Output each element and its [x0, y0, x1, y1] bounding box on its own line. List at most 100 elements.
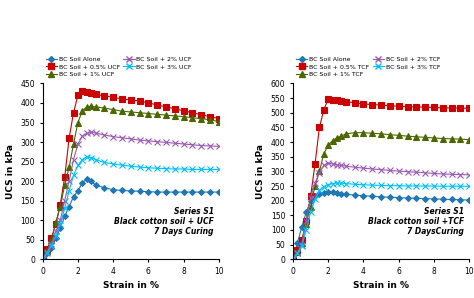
BC Soil + 3% UCF [75, 164, 81, 167]
BC Soil Alone [303, 211, 309, 214]
BC Soil Alone [88, 179, 94, 183]
BC Soil Alone [466, 198, 472, 202]
BC Soil Alone [44, 252, 50, 255]
BC Soil + 3% TCF [361, 183, 366, 187]
BC Soil + 3% TCF [321, 185, 327, 188]
BC Soil Alone [294, 241, 300, 245]
BC Soil + 2% TCF [294, 251, 300, 254]
BC Soil Alone [190, 190, 195, 194]
BC Soil + 2% TCF [361, 166, 366, 170]
BC Soil Alone [396, 196, 401, 200]
BC Soil + 3% TCF [352, 182, 357, 186]
BC Soil + 3% TCF [338, 181, 344, 185]
BC Soil + 3% UCF [146, 166, 151, 170]
BC Soil + 0.5% UCF [88, 91, 94, 95]
BC Soil + 0.5% TCF [290, 257, 296, 261]
BC Soil + 0.5% TCF [294, 249, 300, 252]
BC Soil Alone [317, 193, 322, 196]
BC Soil + 2% TCF [457, 173, 463, 176]
BC Soil + 2% TCF [325, 161, 331, 165]
BC Soil + 0.5% TCF [413, 105, 419, 109]
BC Soil + 3% UCF [163, 167, 169, 170]
BC Soil + 0.5% UCF [119, 97, 125, 101]
BC Soil + 0.5% UCF [199, 113, 204, 117]
BC Soil + 1% UCF [93, 105, 99, 109]
BC Soil + 1% TCF [330, 139, 336, 142]
BC Soil Alone [53, 236, 59, 240]
BC Soil + 0.5% TCF [396, 105, 401, 108]
BC Soil + 0.5% UCF [40, 257, 46, 261]
BC Soil + 1% UCF [88, 104, 94, 108]
BC Soil Alone [343, 193, 349, 196]
BC Soil + 0.5% TCF [440, 106, 446, 110]
BC Soil + 3% TCF [312, 197, 318, 201]
BC Soil Alone [119, 189, 125, 192]
BC Soil Alone [457, 198, 463, 201]
BC Soil + 0.5% TCF [334, 99, 340, 102]
BC Soil + 2% TCF [440, 172, 446, 176]
BC Soil + 3% TCF [343, 182, 349, 185]
BC Soil + 0.5% TCF [422, 105, 428, 109]
BC Soil Alone [110, 188, 116, 192]
BC Soil + 0.5% UCF [216, 117, 222, 120]
BC Soil Alone [101, 186, 107, 190]
BC Soil + 2% UCF [119, 136, 125, 139]
BC Soil + 1% UCF [57, 205, 63, 208]
BC Soil + 0.5% UCF [190, 111, 195, 114]
BC Soil + 1% UCF [199, 117, 204, 120]
BC Soil Alone [352, 193, 357, 197]
BC Soil + 2% UCF [172, 142, 178, 145]
BC Soil + 1% TCF [317, 170, 322, 173]
BC Soil Alone [330, 191, 336, 194]
BC Soil Alone [440, 197, 446, 201]
BC Soil + 1% TCF [396, 134, 401, 137]
BC Soil + 1% UCF [44, 250, 50, 253]
BC Soil + 2% UCF [128, 137, 134, 141]
BC Soil + 3% UCF [80, 158, 85, 162]
BC Soil + 2% UCF [84, 132, 90, 135]
Y-axis label: UCS in kPa: UCS in kPa [256, 144, 265, 199]
BC Soil + 0.5% UCF [62, 176, 67, 179]
BC Soil + 0.5% TCF [303, 219, 309, 223]
Line: BC Soil + 2% TCF: BC Soil + 2% TCF [290, 160, 472, 262]
BC Soil + 0.5% TCF [361, 102, 366, 106]
BC Soil Alone [338, 192, 344, 195]
BC Soil + 3% TCF [308, 211, 313, 214]
BC Soil Alone [155, 190, 160, 194]
BC Soil + 2% TCF [334, 163, 340, 167]
BC Soil + 1% UCF [119, 109, 125, 113]
BC Soil + 0.5% TCF [338, 99, 344, 103]
Text: Series S1
Black cotton soil +TCF
7 DaysCuring: Series S1 Black cotton soil +TCF 7 DaysC… [368, 207, 464, 236]
BC Soil + 3% UCF [66, 189, 72, 193]
BC Soil Alone [84, 177, 90, 181]
BC Soil + 1% TCF [457, 137, 463, 141]
BC Soil Alone [405, 196, 410, 200]
Line: BC Soil + 0.5% UCF: BC Soil + 0.5% UCF [40, 89, 222, 262]
BC Soil Alone [422, 197, 428, 200]
BC Soil + 2% UCF [62, 199, 67, 202]
BC Soil Alone [299, 225, 305, 229]
BC Soil + 3% TCF [317, 189, 322, 192]
BC Soil + 1% UCF [75, 121, 81, 124]
BC Soil + 0.5% UCF [163, 105, 169, 109]
BC Soil + 3% UCF [207, 167, 213, 171]
BC Soil + 0.5% UCF [137, 99, 143, 103]
BC Soil + 2% TCF [308, 196, 313, 200]
BC Soil + 3% TCF [457, 184, 463, 188]
BC Soil + 3% UCF [128, 164, 134, 168]
BC Soil + 1% UCF [53, 220, 59, 224]
BC Soil + 3% UCF [44, 252, 50, 255]
BC Soil + 1% UCF [110, 108, 116, 111]
BC Soil + 1% UCF [128, 110, 134, 114]
BC Soil + 1% UCF [49, 238, 55, 241]
BC Soil + 1% TCF [369, 131, 375, 135]
BC Soil + 2% TCF [369, 167, 375, 171]
Line: BC Soil Alone: BC Soil Alone [291, 190, 471, 261]
BC Soil + 1% UCF [71, 142, 76, 146]
BC Soil Alone [325, 191, 331, 194]
BC Soil + 2% UCF [93, 131, 99, 135]
BC Soil Alone [163, 190, 169, 194]
BC Soil Alone [199, 190, 204, 194]
BC Soil + 0.5% TCF [378, 103, 384, 107]
BC Soil Alone [216, 190, 222, 194]
